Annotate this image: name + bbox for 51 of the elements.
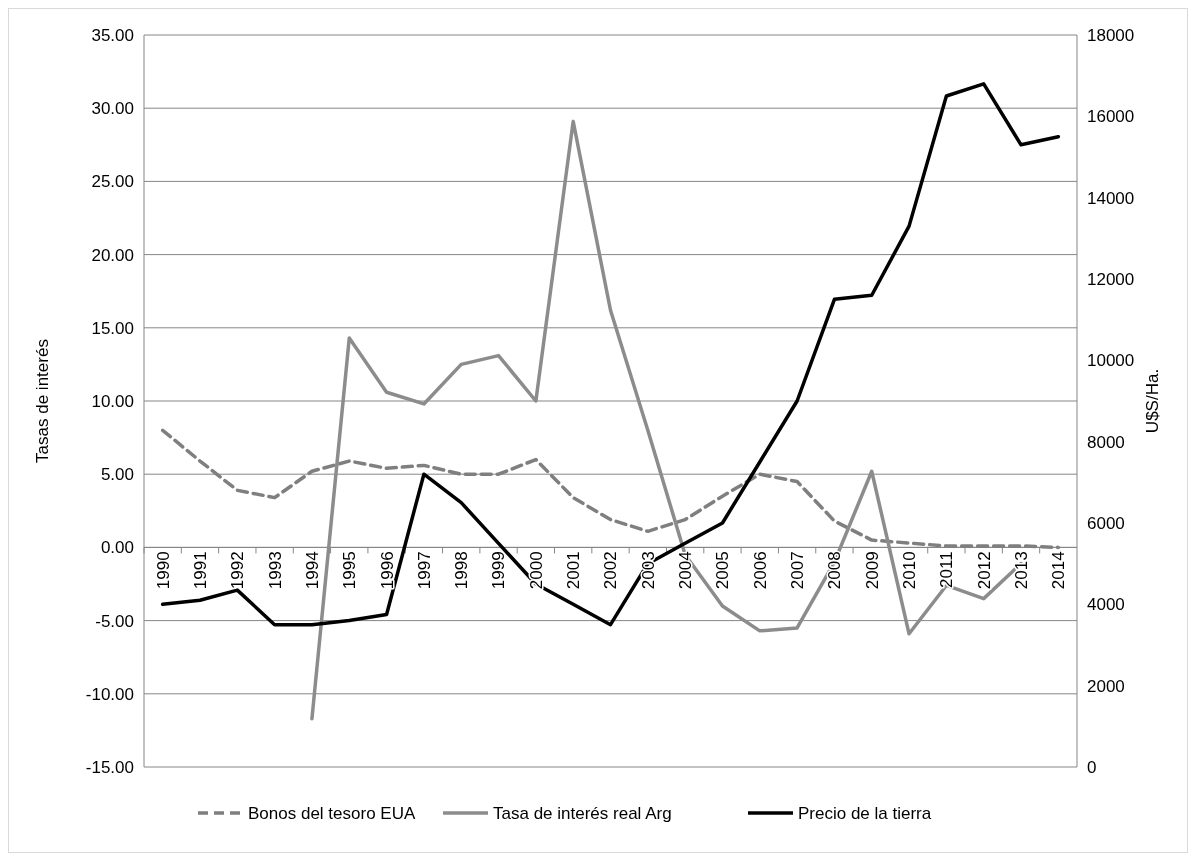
x-tick-label: 2012 [974,551,994,590]
x-tick-label: 1991 [190,551,210,590]
y2-tick-label: 4000 [1087,595,1125,615]
y2-tick-label: 0 [1087,757,1097,777]
y-tick-label: 30.00 [91,99,134,119]
y2-axis-title: U$S/Ha. [1143,368,1162,434]
y-tick-label: 10.00 [91,391,134,411]
x-tick-label: 1996 [377,551,397,590]
x-tick-label: 1993 [265,551,285,590]
y2-tick-label: 12000 [1087,269,1135,289]
y-tick-label: 20.00 [91,245,134,265]
x-tick-label: 1990 [153,551,173,590]
y2-tick-label: 2000 [1087,676,1125,696]
y-tick-label: 0.00 [100,538,134,558]
x-tick-label: 2009 [862,551,882,590]
x-tick-label: 2011 [937,551,957,588]
x-tick-label: 2004 [676,551,696,590]
x-tick-label: 2003 [638,551,658,590]
legend-label: Precio de la tierra [798,803,932,823]
legend-label: Bonos del tesoro EUA [248,803,416,823]
x-tick-label: 1997 [414,551,434,590]
x-tick-label: 2005 [713,551,733,590]
x-tick-label: 1999 [489,551,509,590]
y-tick-label: 25.00 [91,172,134,192]
x-tick-label: 1994 [302,551,322,590]
x-tick-label: 2000 [526,551,546,590]
x-tick-label: 2007 [788,551,808,590]
y2-tick-label: 14000 [1087,188,1135,208]
y-tick-label: -10.00 [85,684,134,704]
y2-tick-label: 8000 [1087,432,1125,452]
x-tick-label: 2010 [900,551,920,590]
x-tick-label: 2001 [564,551,584,590]
y2-tick-label: 18000 [1087,25,1135,45]
x-tick-label: 2008 [825,551,845,590]
y-tick-label: 5.00 [100,465,134,485]
y-tick-label: 35.00 [91,25,134,45]
y-tick-label: 15.00 [91,318,134,338]
x-tick-label: 2013 [1011,551,1031,590]
y-tick-label: -15.00 [85,757,134,777]
y-tick-label: -5.00 [95,611,134,631]
x-tick-label: 1998 [452,551,472,590]
x-tick-label: 2014 [1049,551,1069,590]
y2-tick-label: 10000 [1087,351,1135,371]
y2-tick-label: 6000 [1087,513,1125,533]
x-tick-label: 1992 [228,551,248,590]
x-tick-label: 2002 [601,551,621,590]
x-tick-label: 2006 [750,551,770,590]
x-tick-label: 1995 [340,551,360,590]
y-axis-title: Tasas de interés [33,339,52,463]
legend-label: Tasa de interés real Arg [493,803,672,823]
y2-tick-label: 16000 [1087,107,1135,127]
